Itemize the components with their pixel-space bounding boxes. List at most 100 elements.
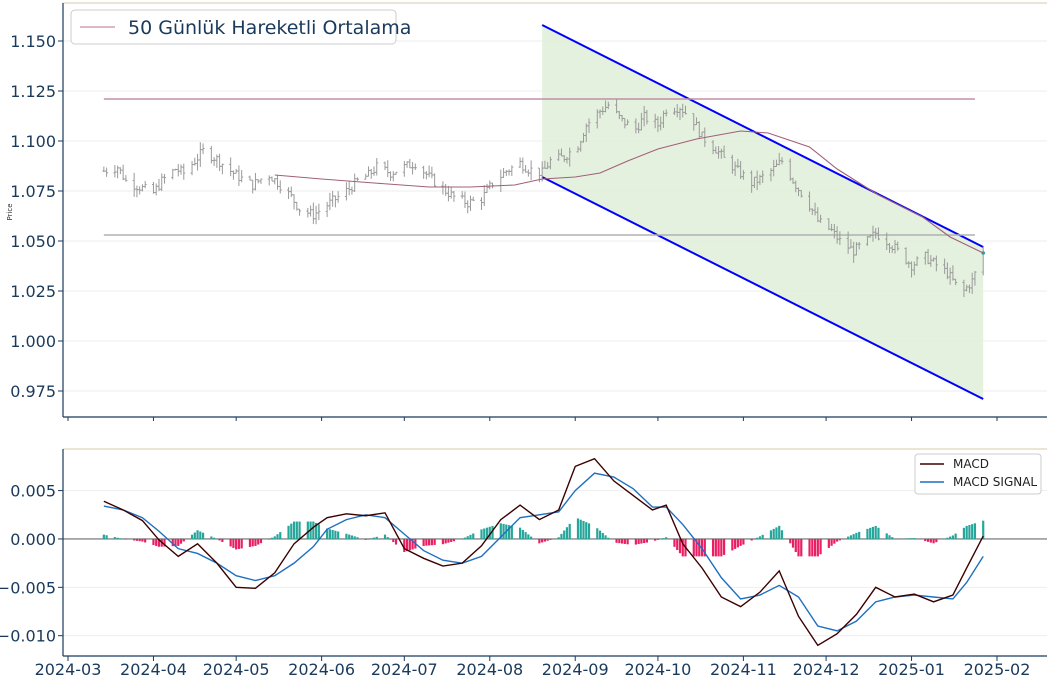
histogram-bar: [915, 538, 919, 540]
channel-lower-line: [541, 176, 984, 400]
histogram-bar: [742, 538, 745, 545]
x-tick-label: 2024-03: [35, 660, 102, 678]
histogram-bar: [968, 525, 971, 539]
x-tick-label: 2024-12: [793, 660, 860, 678]
histogram-bar: [428, 538, 431, 546]
histogram-bar: [235, 538, 238, 550]
price-tick-label: 0.975: [10, 382, 56, 401]
histogram-bar: [703, 538, 706, 557]
histogram-bar: [124, 538, 127, 540]
histogram-bar: [538, 538, 541, 544]
histogram-bar: [541, 538, 544, 543]
histogram-bar: [888, 535, 891, 539]
histogram-bar: [364, 538, 367, 540]
signal-legend-label: MACD SIGNAL: [953, 475, 1037, 489]
histogram-bar: [618, 538, 621, 544]
histogram-bar: [273, 536, 276, 539]
histogram-bar: [852, 534, 855, 539]
histogram-bar: [102, 534, 105, 539]
histogram-bar: [466, 536, 469, 539]
macd-tick-label: 0.005: [10, 482, 56, 501]
histogram-bar: [483, 528, 486, 539]
histogram-bar: [232, 538, 235, 548]
macd-tick-label: −0.005: [0, 578, 56, 597]
histogram-bar: [337, 531, 340, 539]
histogram-bar: [507, 525, 511, 539]
macd-tick-label: −0.010: [0, 627, 56, 646]
histogram-bar: [201, 532, 205, 539]
histogram-bar: [794, 538, 797, 553]
histogram-bar: [756, 537, 759, 539]
histogram-bar: [866, 528, 869, 539]
histogram-bar: [530, 536, 533, 539]
histogram-bar: [182, 538, 185, 542]
histogram-bar: [290, 523, 293, 539]
histogram-bar: [461, 538, 464, 540]
histogram-bar: [268, 538, 271, 540]
histogram-bar: [681, 538, 684, 557]
histogram-bar: [549, 538, 552, 540]
histogram-bar: [904, 538, 908, 539]
histogram-bar: [326, 528, 329, 539]
histogram-bar: [163, 538, 166, 547]
histogram-bar: [563, 530, 566, 539]
histogram-bar: [665, 537, 668, 539]
macd-legend: MACD MACD SIGNAL: [914, 453, 1042, 495]
histogram-bar: [587, 523, 591, 539]
histogram-bar: [711, 538, 715, 557]
histogram-bar: [692, 538, 695, 557]
histogram-bar: [929, 538, 932, 543]
histogram-bar: [761, 534, 764, 539]
histogram-bar: [830, 538, 833, 546]
macd-panel-frame: [63, 449, 1047, 656]
histogram-bar: [389, 538, 392, 540]
histogram-bar: [345, 533, 348, 539]
histogram-bar: [348, 534, 351, 539]
histogram-bar: [521, 529, 524, 539]
histogram-bar: [383, 534, 387, 539]
histogram-bar: [800, 538, 803, 557]
histogram-bar: [893, 538, 897, 540]
histogram-bar: [565, 527, 569, 539]
histogram-bar: [422, 538, 425, 546]
histogram-bar: [750, 538, 753, 541]
histogram-bar: [248, 538, 252, 547]
histogram-bar: [962, 527, 966, 539]
histogram-bar: [982, 520, 985, 539]
histogram-bar: [775, 527, 778, 539]
histogram-bar: [480, 529, 483, 539]
histogram-bar: [601, 532, 604, 539]
histogram-bar: [891, 537, 894, 539]
histogram-bar: [119, 538, 122, 539]
histogram-bar: [116, 537, 119, 539]
histogram-bar: [907, 538, 910, 539]
macd-legend-label: MACD: [953, 457, 989, 471]
histogram-bar: [251, 538, 254, 547]
histogram-bar: [714, 538, 717, 557]
histogram-bar: [315, 522, 318, 539]
histogram-bar: [452, 538, 456, 542]
histogram-bar: [965, 525, 968, 539]
histogram-bar: [331, 530, 334, 539]
histogram-bar: [215, 538, 218, 540]
histogram-bar: [791, 538, 795, 548]
histogram-bar: [833, 538, 836, 544]
histogram-bar: [312, 521, 315, 539]
x-tick-label: 2024-10: [624, 660, 691, 678]
histogram-bar: [656, 538, 660, 540]
x-tick-label: 2024-09: [542, 660, 609, 678]
histogram-bar: [645, 538, 649, 543]
histogram-bar: [847, 536, 850, 539]
price-tick-label: 1.125: [10, 82, 56, 101]
histogram-bar: [287, 525, 290, 539]
macd-lines: [103, 457, 984, 647]
histogram-bar: [778, 525, 781, 539]
histogram-bar: [491, 525, 494, 539]
histogram-bar: [488, 526, 491, 539]
histogram-bar: [485, 527, 489, 539]
histogram-bar: [943, 538, 946, 540]
channel-fill: [542, 25, 984, 399]
histogram-bar: [954, 533, 957, 539]
histogram-bar: [469, 534, 472, 539]
